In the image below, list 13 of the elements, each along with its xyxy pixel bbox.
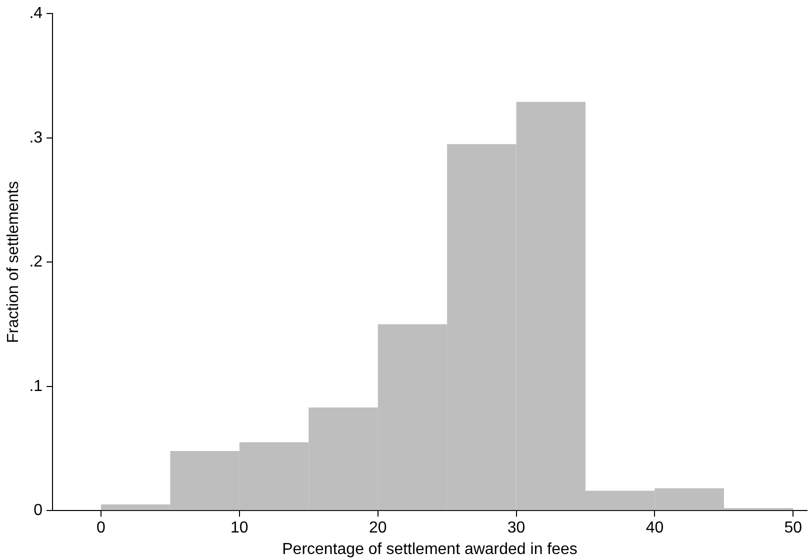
y-axis-title: Fraction of settlements: [5, 181, 22, 344]
x-tick-label: 10: [230, 520, 248, 537]
y-tick-label: .1: [29, 378, 43, 395]
x-tick-label: 20: [368, 520, 387, 537]
y-tick-label: 0: [34, 502, 43, 520]
x-tick-label: 50: [784, 520, 802, 537]
x-tick-label: 0: [96, 520, 106, 537]
y-tick-label: .3: [29, 129, 43, 146]
x-tick-label: 40: [646, 520, 664, 537]
y-tick-label: .2: [29, 254, 43, 271]
x-tick-label: 30: [507, 520, 526, 537]
x-axis-title: Percentage of settlement awarded in fees: [282, 540, 578, 558]
y-tick-label: .4: [29, 5, 43, 22]
